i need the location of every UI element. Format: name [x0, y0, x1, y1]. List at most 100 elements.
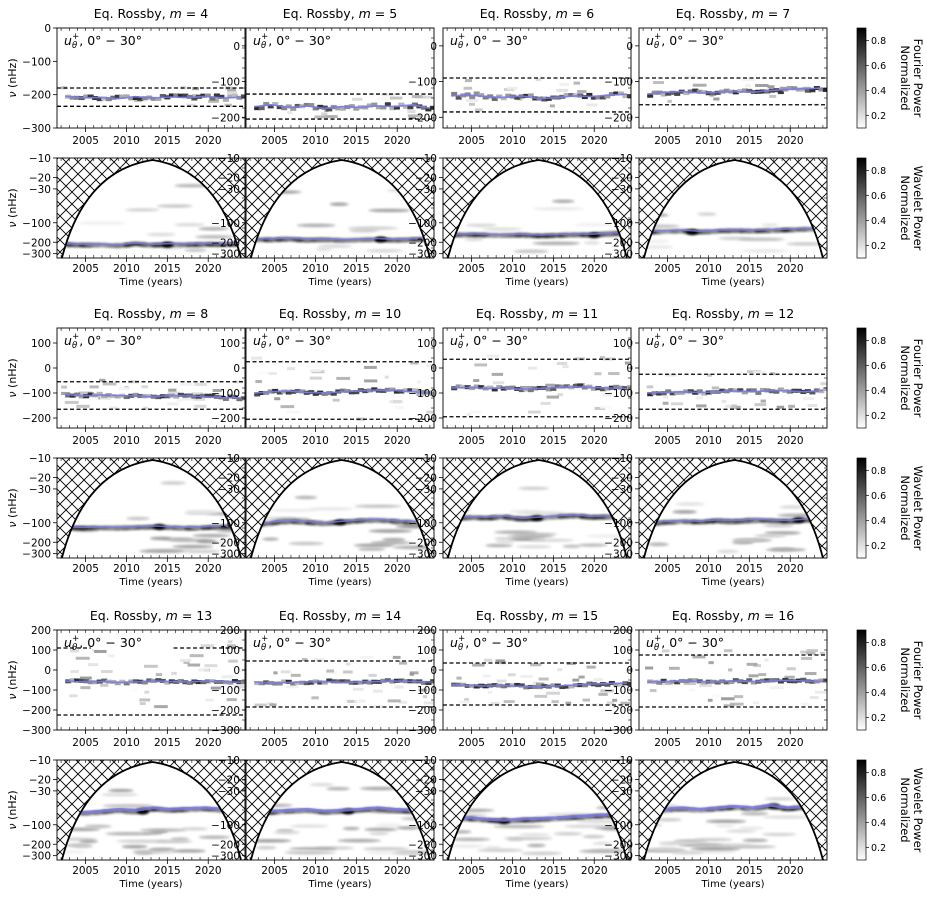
fourier-power-block [231, 679, 238, 684]
axis-minor-ticks [642, 759, 827, 861]
wavelet-xtick-label: 2015 [343, 263, 370, 275]
wavelet-streak [180, 827, 209, 831]
fourier-noise-block [692, 83, 707, 87]
coi-boundary [447, 459, 628, 558]
fourier-noise-block [803, 397, 815, 401]
wavelet-streak [192, 534, 230, 538]
fourier-power-block [469, 95, 476, 100]
fourier-power-block [665, 389, 672, 394]
colorbar-tick-label: 0.2 [871, 843, 886, 854]
fourier-xtick-label: 2010 [499, 737, 526, 749]
fourier-power-block [204, 93, 211, 98]
axis-minor-ticks [249, 327, 434, 429]
wavelet-ytick-label: −300 [22, 549, 51, 561]
fourier-power-block [455, 384, 462, 389]
wavelet-streak [577, 543, 608, 547]
colorbar-tick-label: 0.4 [871, 516, 886, 527]
fourier-noise-block [180, 658, 192, 662]
panel-title: Eq. Rossby, m = 13 [90, 608, 212, 623]
fourier-noise-block [577, 90, 587, 94]
wavelet-streak [121, 845, 148, 849]
fourier-power-block [777, 90, 784, 95]
colorbar-label: Normalized [898, 647, 912, 712]
fourier-noise-block [407, 114, 422, 118]
colorbar-label: Wavelet Power [911, 768, 925, 853]
wavelet-streak [771, 547, 795, 551]
fourier-noise-block [358, 699, 366, 703]
wavelet-streak [741, 249, 788, 253]
fourier-noise-block [423, 95, 433, 99]
fourier-noise-block [76, 404, 90, 408]
fourier-power-block [330, 391, 337, 396]
fourier-power-block [276, 390, 283, 395]
wavelet-streak [160, 481, 186, 485]
fourier-noise-block [746, 662, 758, 666]
fourier-ytick-label: 0 [430, 665, 437, 677]
wavelet-ytick-label: −20 [29, 774, 51, 786]
fourier-noise-block [273, 671, 278, 675]
fourier-noise-block [546, 395, 560, 399]
fourier-power-block [613, 91, 620, 96]
wavelet-trace [451, 812, 627, 822]
wavelet-ytick-label: −100 [604, 820, 633, 832]
fourier-power-block [281, 106, 288, 111]
fourier-noise-block [546, 691, 560, 695]
wavelet-ytick-label: −10 [611, 453, 633, 465]
fourier-noise-block [507, 86, 518, 90]
colorbar-label: Wavelet Power [911, 166, 925, 251]
fourier-panel-m12: Eq. Rossby, m = 12 uθ+, 0° − 30° 100 0 −100 −… [604, 306, 828, 447]
fourier-power-block [723, 88, 730, 93]
fourier-noise-block [311, 696, 319, 700]
fourier-noise-block [167, 402, 179, 406]
coi-hatch-left [443, 458, 539, 558]
fourier-noise-block [820, 382, 827, 386]
fourier-xtick-label: 2005 [72, 135, 99, 147]
wavelet-streak [494, 530, 538, 534]
wavelet-streak [732, 538, 767, 542]
coi-hatch-left [246, 760, 342, 860]
fourier-xtick-label: 2015 [540, 135, 567, 147]
wavelet-y-axis-label: ν (nHz) [6, 188, 19, 227]
fourier-xtick-label: 2020 [384, 737, 411, 749]
fourier-noise-block [409, 672, 414, 676]
wavelet-streak [337, 838, 381, 843]
fourier-noise-block [204, 664, 218, 668]
fourier-noise-block [741, 77, 755, 81]
fourier-noise-block [332, 705, 341, 709]
wavelet-trace [65, 525, 241, 529]
coi-boundary [61, 459, 242, 558]
fourier-power-block [669, 90, 676, 95]
wavelet-streak [390, 851, 432, 855]
fourier-noise-block [70, 670, 79, 674]
fourier-xtick-label: 2015 [736, 435, 763, 447]
wavelet-streak [446, 844, 485, 848]
fourier-noise-block [713, 97, 720, 101]
fourier-xtick-label: 2020 [581, 135, 608, 147]
fourier-noise-block [752, 701, 760, 705]
colorbar-tick-label: 0.4 [871, 818, 886, 829]
fourier-xtick-label: 2010 [302, 435, 329, 447]
fourier-xtick-label: 2020 [777, 435, 804, 447]
wavelet-streak [675, 502, 706, 506]
fourier-noise-block [418, 688, 428, 692]
wavelet-ytick-label: −20 [415, 774, 437, 786]
fourier-power-block [701, 680, 708, 685]
wavelet-streak [551, 199, 575, 203]
wavelet-xtick-label: 2005 [72, 563, 99, 575]
fourier-power-block [114, 681, 121, 686]
panel-title: Eq. Rossby, m = 11 [476, 306, 598, 321]
wavelet-ytick-label: −100 [211, 820, 240, 832]
fourier-noise-block [187, 663, 201, 667]
fourier-noise-block [326, 669, 335, 673]
wavelet-xtick-label: 2010 [695, 563, 722, 575]
wavelet-colorbar: 0.8 0.6 0.4 0.2 Normalized Wavelet Power [856, 759, 925, 861]
fourier-power-block [656, 391, 663, 396]
fourier-noise-block [549, 104, 555, 108]
fourier-xtick-label: 2010 [302, 135, 329, 147]
fourier-power-block [581, 683, 588, 688]
wavelet-xtick-label: 2010 [499, 263, 526, 275]
fourier-noise-block [233, 380, 243, 384]
